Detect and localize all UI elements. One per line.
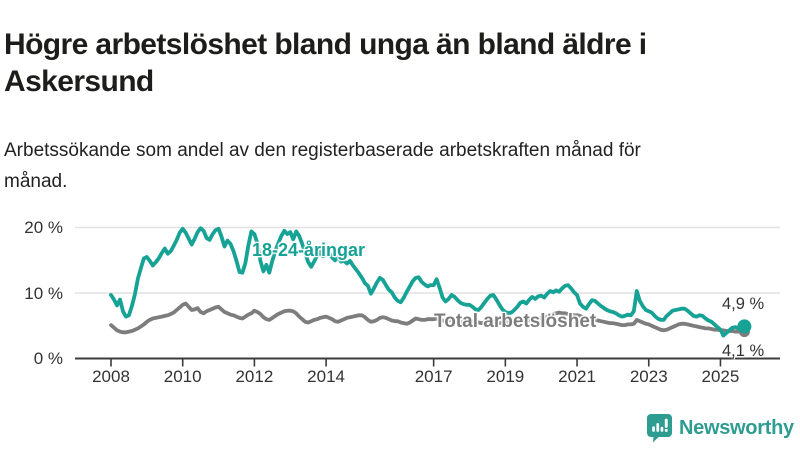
x-tick-label: 2025 <box>701 367 740 386</box>
x-tick-label: 2014 <box>307 367 346 386</box>
bar-chart-speech-bubble-icon <box>647 414 672 443</box>
end-value-label-total: 4,1 % <box>722 342 765 360</box>
x-tick-label: 2008 <box>92 367 130 386</box>
page-subtitle: Arbetssökande som andel av den registerb… <box>4 140 641 192</box>
series-line-youth <box>109 226 747 338</box>
x-tick-label: 2023 <box>629 367 668 386</box>
x-tick-label: 2017 <box>414 367 453 386</box>
series-end-dot-youth <box>737 319 752 334</box>
y-tick-label: 10 % <box>24 283 63 303</box>
y-tick-label: 0 % <box>33 349 63 368</box>
y-tick-label: 20 % <box>24 218 63 237</box>
series-label-youth: 18-24-åringar <box>252 240 366 260</box>
series-label-total: Total arbetslöshet <box>434 311 597 332</box>
end-value-label-youth: 4,9 % <box>722 295 765 313</box>
series-line-total <box>109 301 747 335</box>
x-tick-label: 2010 <box>163 367 202 386</box>
newsworthy-logo: Newsworthy <box>646 413 794 443</box>
x-tick-label: 2019 <box>486 367 525 386</box>
page-title: Högre arbetslöshet bland unga än bland ä… <box>4 28 647 99</box>
x-tick-label: 2021 <box>558 367 596 386</box>
brand-name: Newsworthy <box>679 416 794 439</box>
x-tick-label: 2012 <box>235 367 274 386</box>
